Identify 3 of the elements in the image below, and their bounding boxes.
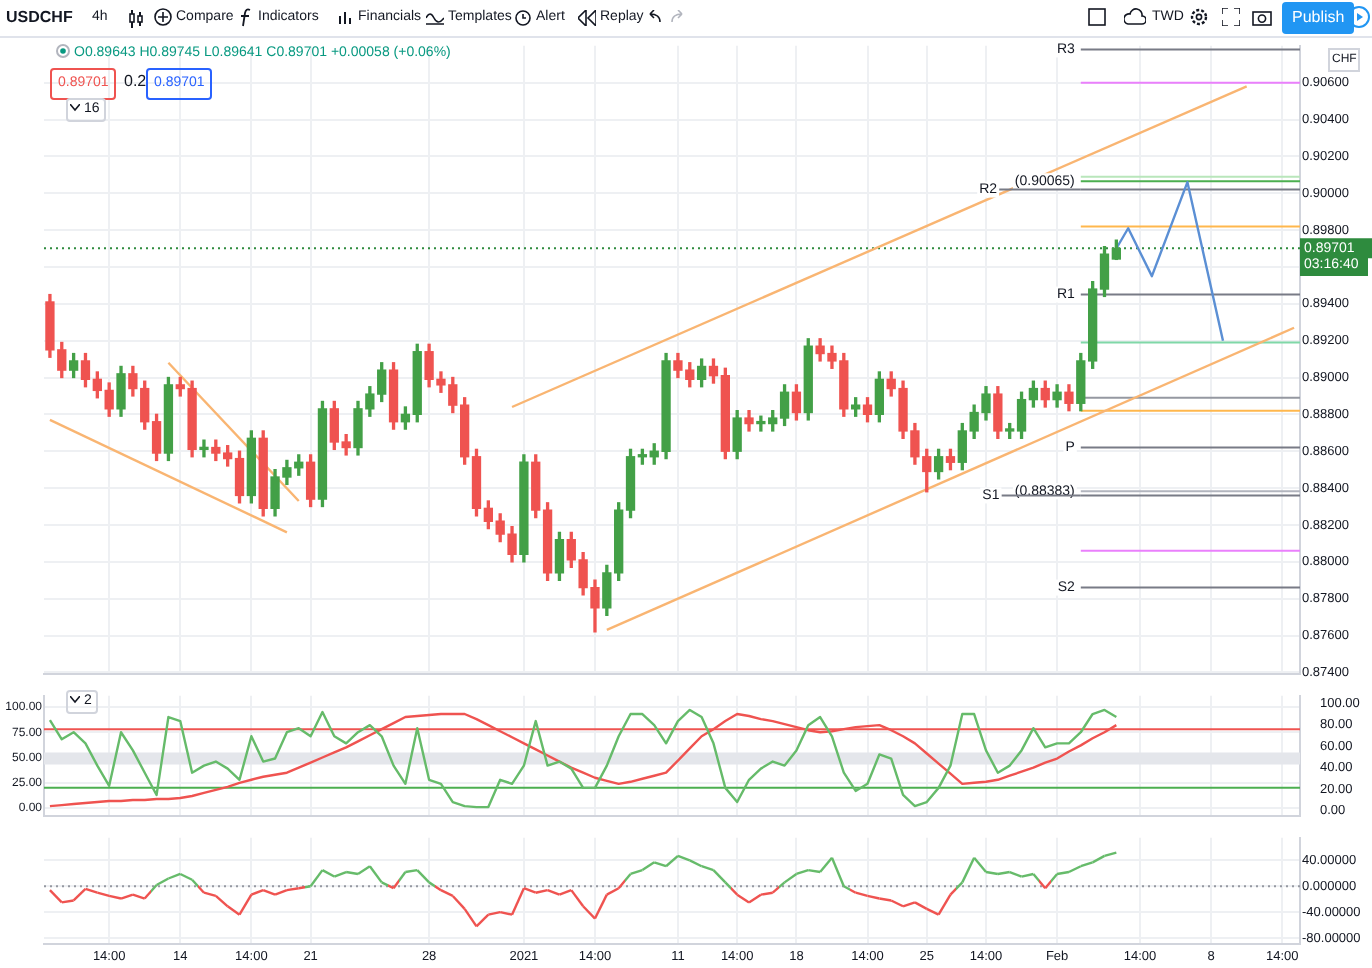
chart-title: USDCHF bbox=[6, 8, 73, 26]
annotation: 0.2 bbox=[124, 72, 147, 92]
text: Publish bbox=[1282, 2, 1355, 34]
